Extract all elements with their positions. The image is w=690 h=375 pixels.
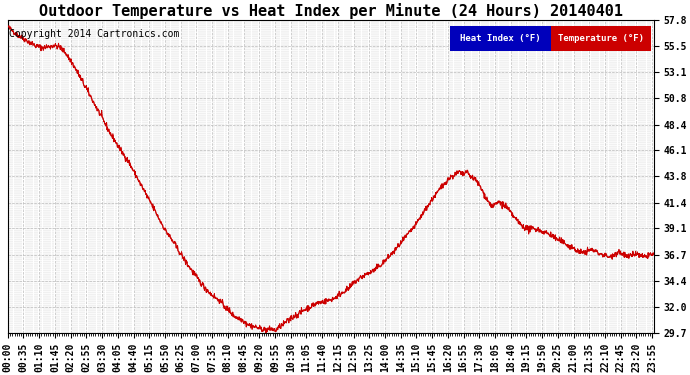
Title: Outdoor Temperature vs Heat Index per Minute (24 Hours) 20140401: Outdoor Temperature vs Heat Index per Mi…: [39, 3, 623, 19]
Text: Copyright 2014 Cartronics.com: Copyright 2014 Cartronics.com: [9, 29, 179, 39]
Text: Temperature (°F): Temperature (°F): [558, 34, 644, 43]
FancyBboxPatch shape: [451, 26, 551, 51]
FancyBboxPatch shape: [551, 26, 651, 51]
Text: Heat Index (°F): Heat Index (°F): [460, 34, 541, 43]
